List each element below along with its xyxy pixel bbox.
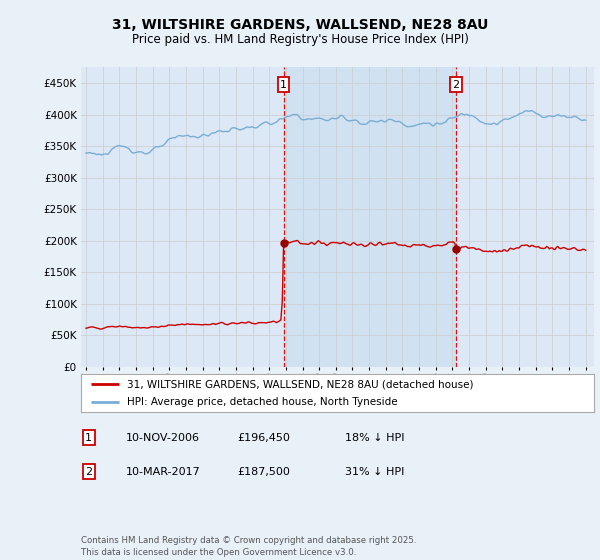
- Text: £196,450: £196,450: [237, 433, 290, 443]
- Text: HPI: Average price, detached house, North Tyneside: HPI: Average price, detached house, Nort…: [127, 397, 398, 407]
- Text: 31, WILTSHIRE GARDENS, WALLSEND, NE28 8AU: 31, WILTSHIRE GARDENS, WALLSEND, NE28 8A…: [112, 18, 488, 32]
- Text: 31% ↓ HPI: 31% ↓ HPI: [345, 466, 404, 477]
- Text: 2: 2: [85, 466, 92, 477]
- Text: Contains HM Land Registry data © Crown copyright and database right 2025.
This d: Contains HM Land Registry data © Crown c…: [81, 536, 416, 557]
- Text: 10-MAR-2017: 10-MAR-2017: [126, 466, 201, 477]
- Text: 2: 2: [452, 80, 459, 90]
- Text: 31, WILTSHIRE GARDENS, WALLSEND, NE28 8AU (detached house): 31, WILTSHIRE GARDENS, WALLSEND, NE28 8A…: [127, 379, 473, 389]
- Text: 10-NOV-2006: 10-NOV-2006: [126, 433, 200, 443]
- Text: Price paid vs. HM Land Registry's House Price Index (HPI): Price paid vs. HM Land Registry's House …: [131, 32, 469, 46]
- Text: 18% ↓ HPI: 18% ↓ HPI: [345, 433, 404, 443]
- Text: £187,500: £187,500: [237, 466, 290, 477]
- Text: 1: 1: [85, 433, 92, 443]
- Bar: [284, 67, 455, 367]
- Text: 1: 1: [280, 80, 287, 90]
